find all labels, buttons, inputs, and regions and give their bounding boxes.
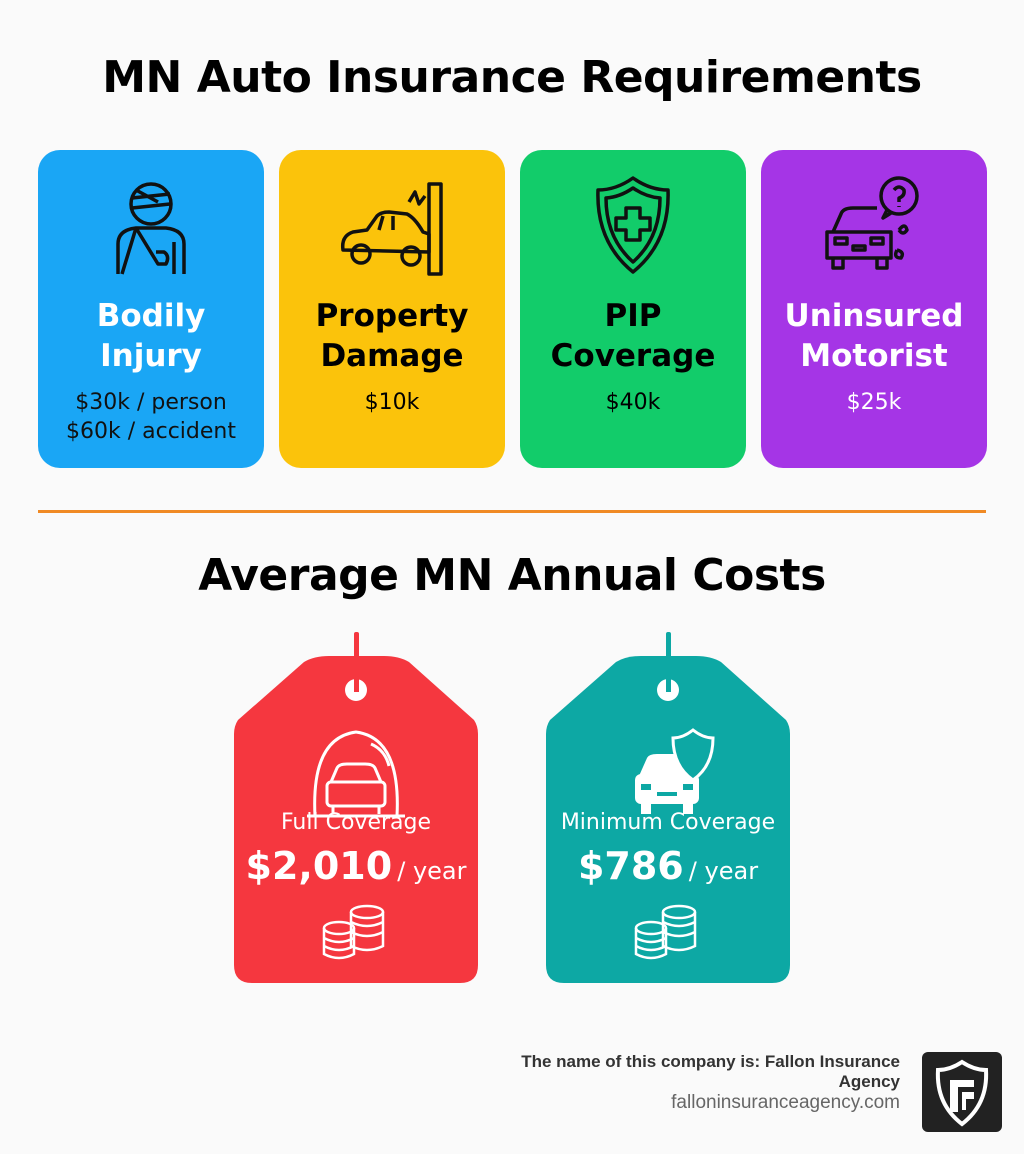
injured-person-icon (116, 182, 186, 275)
price-tag-full-coverage: Full Coverage $2,010 / year (234, 630, 478, 983)
car-crash-icon (340, 182, 443, 276)
footer-company-info: The name of this company is: Fallon Insu… (480, 1052, 900, 1114)
company-name: The name of this company is: Fallon Insu… (521, 1052, 900, 1091)
card-title-line2: Coverage (550, 338, 716, 374)
section-divider (38, 510, 986, 513)
car-dome-icon (307, 730, 405, 818)
company-website[interactable]: falloninsuranceagency.com (671, 1092, 900, 1113)
coverage-label: Minimum Coverage (560, 810, 776, 835)
card-title-line1: Property (315, 298, 469, 334)
fallon-shield-logo-icon (935, 1059, 989, 1127)
coverage-label: Full Coverage (280, 810, 431, 835)
coins-stack-icon (634, 904, 697, 960)
card-value-line2: $60k / accident (66, 419, 236, 444)
card-title-line1: PIP (604, 298, 662, 334)
coins-stack-icon (322, 904, 385, 960)
card-uninsured-motorist: Uninsured Motorist $25k (761, 150, 987, 468)
price-unit: / year (397, 857, 467, 885)
price-amount: $2,010 (245, 844, 393, 888)
card-title-line1: Bodily (96, 298, 206, 334)
price-tag-shape (234, 632, 478, 983)
price-unit: / year (688, 857, 759, 885)
card-pip-coverage: PIP Coverage $40k (520, 150, 746, 468)
price-amount: $786 (577, 844, 684, 888)
card-value-line1: $40k (605, 390, 661, 415)
card-title-line1: Uninsured (784, 298, 964, 334)
coverage-price: $2,010 / year (234, 844, 478, 888)
card-title-line2: Damage (320, 338, 464, 374)
price-tag-shape (546, 632, 790, 983)
card-property-damage: Property Damage $10k (279, 150, 505, 468)
coverage-price: $786 / year (546, 844, 790, 888)
card-title-line2: Motorist (800, 338, 948, 374)
card-value-line1: $30k / person (75, 390, 227, 415)
car-shield-icon (635, 728, 715, 814)
car-question-icon (825, 176, 919, 270)
company-logo (922, 1052, 1002, 1132)
card-bodily-injury: Bodily Injury $30k / person $60k / acciden… (38, 150, 264, 468)
card-value-line1: $25k (846, 390, 902, 415)
medical-shield-icon (596, 176, 670, 274)
price-tag-minimum-coverage: Minimum Coverage $786 / year (546, 630, 790, 983)
card-title-line2: Injury (100, 338, 202, 374)
page-title: MN Auto Insurance Requirements (102, 52, 922, 103)
card-value-line1: $10k (364, 390, 420, 415)
costs-title: Average MN Annual Costs (198, 550, 826, 601)
